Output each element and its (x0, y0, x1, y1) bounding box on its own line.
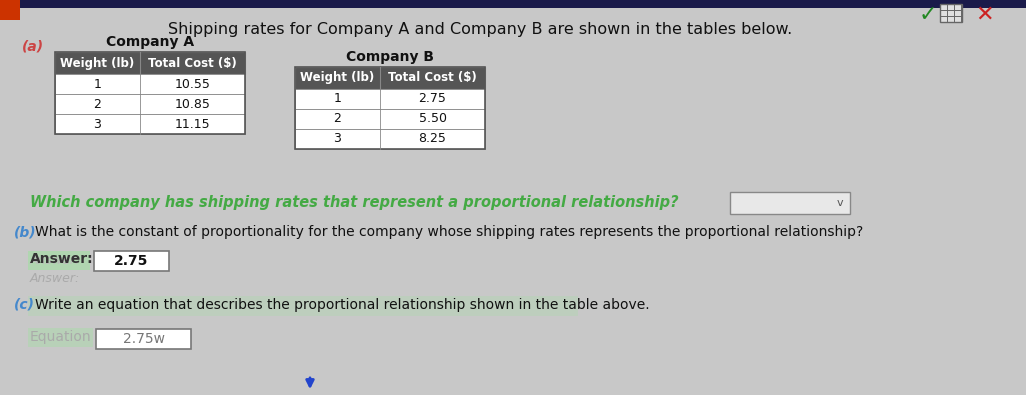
Bar (0, 0, 1026, 8)
Text: v: v (836, 198, 843, 208)
Bar (295, 89, 485, 109)
Text: (a): (a) (22, 40, 44, 54)
Text: Equation: Equation (30, 330, 91, 344)
Bar (295, 67, 485, 149)
Text: (b): (b) (14, 225, 37, 239)
Text: ✕: ✕ (976, 5, 994, 25)
Text: 2.75w: 2.75w (122, 332, 164, 346)
Text: Answer:: Answer: (30, 252, 93, 266)
Text: Shipping rates for Company A and Company B are shown in the tables below.: Shipping rates for Company A and Company… (168, 22, 792, 37)
Text: What is the constant of proportionality for the company whose shipping rates rep: What is the constant of proportionality … (35, 225, 863, 239)
Text: 8.25: 8.25 (419, 132, 446, 145)
Text: Weight (lb): Weight (lb) (61, 56, 134, 70)
Text: Company A: Company A (106, 35, 194, 49)
Text: (c): (c) (14, 298, 35, 312)
Bar (55, 52, 245, 134)
Text: 11.15: 11.15 (174, 117, 210, 130)
Bar (94, 251, 169, 271)
Text: 2.75: 2.75 (419, 92, 446, 105)
Text: 2: 2 (333, 113, 342, 126)
Text: Which company has shipping rates that represent a proportional relationship?: Which company has shipping rates that re… (30, 195, 678, 210)
Bar (295, 67, 485, 89)
Text: 10.85: 10.85 (174, 98, 210, 111)
Bar (55, 94, 245, 114)
Bar (0, 0, 19, 20)
Bar (28, 328, 93, 347)
Text: Company B: Company B (346, 50, 434, 64)
Text: 1: 1 (93, 77, 102, 90)
Bar (96, 329, 191, 349)
Text: Total Cost ($): Total Cost ($) (388, 71, 477, 85)
Bar (940, 4, 962, 22)
Text: Answer:: Answer: (30, 254, 80, 267)
Text: 2: 2 (93, 98, 102, 111)
Text: Write an equation that describes the proportional relationship shown in the tabl: Write an equation that describes the pro… (35, 298, 649, 312)
Text: 5.50: 5.50 (419, 113, 446, 126)
Text: ✓: ✓ (918, 5, 938, 25)
Text: 3: 3 (93, 117, 102, 130)
Text: Weight (lb): Weight (lb) (301, 71, 374, 85)
Bar (28, 296, 578, 316)
Text: 3: 3 (333, 132, 342, 145)
Text: Answer:: Answer: (30, 272, 80, 285)
Text: Total Cost ($): Total Cost ($) (148, 56, 237, 70)
Text: 2.75: 2.75 (114, 254, 149, 268)
Bar (55, 114, 245, 134)
Bar (731, 192, 850, 214)
Text: 10.55: 10.55 (174, 77, 210, 90)
Bar (55, 52, 245, 74)
Text: 1: 1 (333, 92, 342, 105)
Bar (28, 251, 90, 270)
Bar (55, 74, 245, 94)
Bar (295, 129, 485, 149)
Bar (295, 109, 485, 129)
